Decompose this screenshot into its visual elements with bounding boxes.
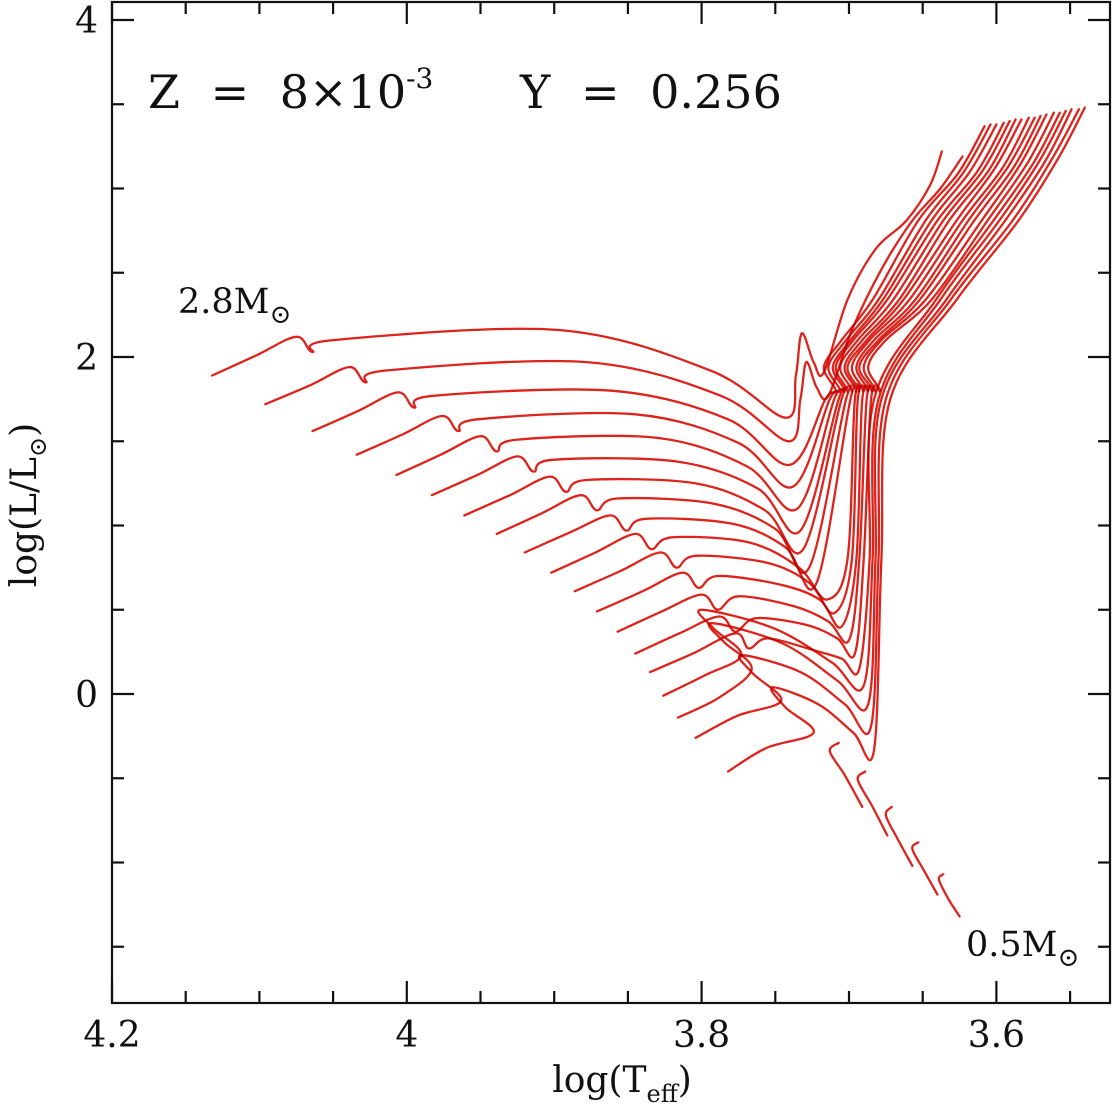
evolution-track [573, 116, 1036, 615]
evolution-track [856, 770, 889, 837]
evolution-track [495, 118, 1017, 575]
y-axis-title: log(L/L⊙) [4, 423, 52, 587]
evolution-tracks-group [211, 106, 1086, 918]
tick-labels-group: 4.2 4 3.8 3.6 4 2 0 [75, 1, 1025, 1056]
x-tick-label: 3.6 [968, 1015, 1025, 1056]
evolution-track [264, 155, 964, 443]
evolution-track [694, 108, 1081, 739]
x-tick-label: 4.2 [83, 1015, 140, 1056]
x-axis-title: log(Teff) [552, 1060, 692, 1108]
helium-annotation: Y = 0.256 [519, 65, 782, 119]
metallicity-annotation: Z = 8×10-3 [148, 62, 433, 119]
evolution-track [211, 150, 944, 419]
x-tick-label: 4 [395, 1015, 418, 1056]
evolution-track [911, 841, 939, 896]
evolution-track [726, 106, 1086, 773]
evolution-track [662, 109, 1067, 697]
evolution-track [884, 805, 914, 868]
x-tick-label: 3.8 [673, 1015, 730, 1056]
evolution-track [828, 741, 864, 809]
y-tick-label: 0 [75, 675, 98, 716]
evolution-track [634, 111, 1056, 659]
evolution-track [311, 125, 986, 466]
y-tick-label: 4 [75, 1, 98, 42]
mass-label-min: 0.5M⊙ [966, 925, 1079, 973]
mass-label-max: 2.8M⊙ [178, 282, 291, 330]
evolution-track [616, 113, 1048, 644]
evolution-track [355, 123, 992, 489]
evolution-track [595, 114, 1042, 629]
evolution-track [550, 116, 1030, 601]
y-tick-label: 2 [75, 338, 98, 379]
evolution-track [648, 111, 1061, 676]
evolution-track [463, 119, 1011, 555]
evolution-track [430, 121, 1005, 535]
plot-frame [110, 0, 1112, 1005]
evolution-track [523, 118, 1023, 591]
axes-group [110, 0, 1112, 1005]
evolution-track [395, 123, 998, 512]
evolution-track [937, 873, 961, 918]
